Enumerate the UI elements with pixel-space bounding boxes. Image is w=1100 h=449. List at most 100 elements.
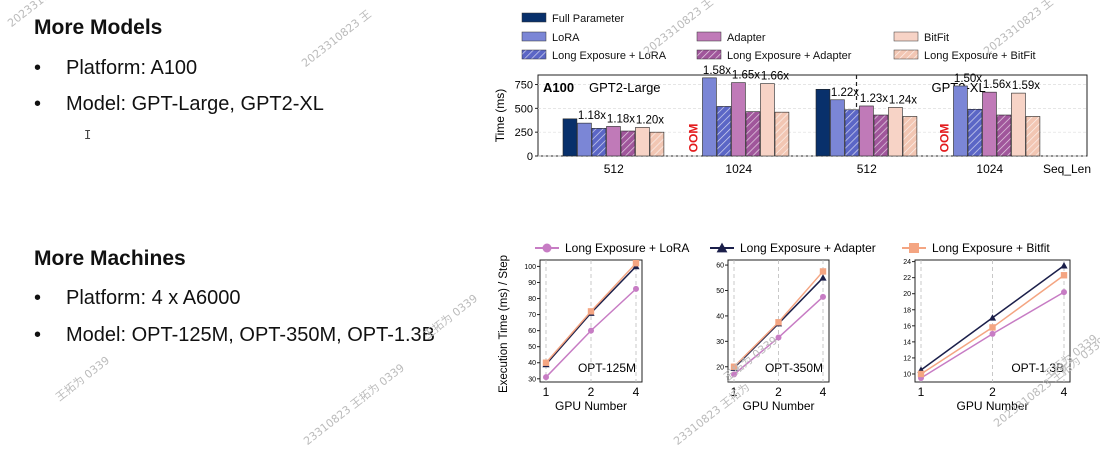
watermark-text: 王拓为 0339 xyxy=(421,291,481,342)
marker-triangle xyxy=(716,242,728,253)
y-tick-label: 100 xyxy=(524,264,536,271)
legend-swatch xyxy=(696,31,722,42)
machines-model-item: • Model: OPT-125M, OPT-350M, OPT-1.3B xyxy=(34,324,435,347)
marker-square xyxy=(819,268,827,275)
legend-label: Long Exposure + BitFit xyxy=(924,50,1036,62)
bar xyxy=(967,109,983,157)
bar xyxy=(902,116,918,157)
marker-circle xyxy=(588,327,594,334)
y-axis-label: Execution Time (ms) / Step xyxy=(498,255,510,393)
bar xyxy=(982,91,997,157)
legend-label: Full Parameter xyxy=(552,13,624,25)
y-tick-label: 750 xyxy=(515,80,533,92)
bar xyxy=(760,83,775,157)
y-tick-label: 70 xyxy=(528,312,536,319)
legend-swatch xyxy=(696,49,722,60)
x-tick-label: 4 xyxy=(1061,385,1068,399)
legend-swatch xyxy=(893,31,919,42)
marker-square xyxy=(989,324,996,331)
legend-swatch xyxy=(521,49,547,60)
y-tick-label: 500 xyxy=(515,103,533,115)
x-axis-label: GPU Number xyxy=(742,399,814,413)
marker-square xyxy=(587,308,595,315)
speedup-label: 1.50x xyxy=(954,73,982,85)
y-tick-label: 40 xyxy=(716,313,724,320)
bar xyxy=(996,114,1012,157)
bar xyxy=(716,106,732,157)
bar xyxy=(606,126,621,157)
bullet-icon: • xyxy=(34,93,42,115)
bar-chart-gpt2: Full Parameter LoRA Long Exposure + LoRA Ad… xyxy=(493,12,1091,176)
marker-square xyxy=(542,359,550,366)
x-tick-label: 4 xyxy=(633,385,640,399)
marker-circle xyxy=(820,293,826,300)
oom-label: OOM xyxy=(937,124,951,153)
bar xyxy=(702,77,717,157)
y-axis-label: Time (ms) xyxy=(493,89,507,143)
models-model-item: • Model: GPT-Large, GPT2-XL xyxy=(34,93,324,116)
bar xyxy=(844,109,860,157)
bullet-icon: • xyxy=(34,324,42,346)
bar xyxy=(577,122,592,157)
panel-model-label: OPT-350M xyxy=(765,361,823,375)
y-tick-label: 16 xyxy=(903,323,911,330)
models-platform-item: • Platform: A100 xyxy=(34,57,197,80)
bar xyxy=(830,99,845,157)
legend-label: BitFit xyxy=(924,32,949,44)
speedup-label: 1.58x xyxy=(703,65,731,77)
speedup-label: 1.18x xyxy=(607,113,635,125)
marker-square xyxy=(775,319,782,326)
watermark-text: 王拓为 0339 xyxy=(53,353,113,404)
x-group-label: 1024 xyxy=(725,162,752,176)
marker-square xyxy=(917,370,925,378)
y-tick-label: 80 xyxy=(528,296,536,303)
marker-square xyxy=(632,260,640,267)
panel-model-label: OPT-125M xyxy=(578,361,636,375)
machines-heading: More Machines xyxy=(34,247,186,270)
marker-circle xyxy=(1061,289,1067,296)
y-tick-label: 90 xyxy=(528,280,536,287)
legend-swatch xyxy=(893,49,919,60)
y-tick-label: 30 xyxy=(528,376,536,383)
y-tick-label: 60 xyxy=(716,263,724,270)
y-tick-label: 40 xyxy=(528,360,536,367)
x-group-label: 512 xyxy=(857,162,877,176)
bar xyxy=(888,107,903,157)
models-platform-text: Platform: A100 xyxy=(66,57,198,79)
line-chart-opt: Long Exposure + LoRA Long Exposure + Adap… xyxy=(498,241,1071,413)
y-tick-label: 10 xyxy=(903,371,911,378)
y-tick-label: 20 xyxy=(903,291,911,298)
text-cursor-icon: I xyxy=(84,128,92,142)
panel-model-label: OPT-1.3B xyxy=(1011,361,1064,375)
machines-platform-item: • Platform: 4 x A6000 xyxy=(34,287,241,310)
x-tick-label: 4 xyxy=(820,385,827,399)
models-model-text: Model: GPT-Large, GPT2-XL xyxy=(66,93,324,115)
bullet-icon: • xyxy=(34,57,42,79)
y-tick-label: 12 xyxy=(903,355,911,362)
bar xyxy=(745,111,761,157)
y-tick-label: 18 xyxy=(903,307,911,314)
speedup-label: 1.56x xyxy=(983,79,1011,91)
y-tick-label: 20 xyxy=(716,364,724,371)
plot-frame xyxy=(537,74,1088,157)
x-group-label: 1024 xyxy=(976,162,1003,176)
legend-label: Long Exposure + LoRA xyxy=(565,241,689,255)
legend-swatch xyxy=(521,31,547,42)
speedup-label: 1.22x xyxy=(831,87,859,99)
bar xyxy=(873,114,889,157)
marker-circle xyxy=(731,371,737,378)
marker-circle xyxy=(633,285,639,292)
panel-model-label: GPT2-Large xyxy=(589,80,661,95)
legend-label: Long Exposure + LoRA xyxy=(552,50,667,62)
marker-square xyxy=(730,363,738,370)
y-tick-label: 250 xyxy=(515,127,533,139)
bar xyxy=(774,111,790,157)
marker-circle xyxy=(542,243,552,253)
marker-triangle xyxy=(819,274,827,281)
x-tick-label: 2 xyxy=(775,385,782,399)
x-axis-label: GPU Number xyxy=(555,399,627,413)
x-tick-label: 1 xyxy=(731,385,738,399)
y-tick-label: 50 xyxy=(716,288,724,295)
y-tick-label: 22 xyxy=(903,275,911,282)
speedup-label: 1.66x xyxy=(761,71,789,83)
